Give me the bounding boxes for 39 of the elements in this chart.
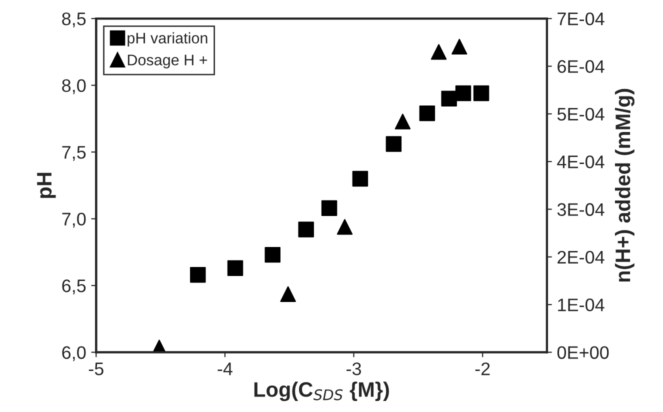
x-tick-label: -4 (218, 362, 232, 376)
x-axis-title: Log(C$_{SDS}$ {M}) (254, 382, 389, 402)
x-tick-label: -2 (475, 362, 490, 376)
point (430, 44, 447, 60)
y2-tick-label: 5E-04 (557, 108, 604, 121)
point (280, 286, 296, 302)
legend-label: pH variation (128, 32, 208, 47)
point (386, 136, 402, 152)
y-tick-label: 6,5 (62, 279, 86, 294)
point (264, 246, 280, 263)
point (419, 105, 436, 122)
point (441, 90, 457, 106)
point (227, 260, 244, 276)
y-tick-label: 6,0 (62, 346, 86, 362)
point (336, 219, 353, 235)
x-tick-label: -5 (88, 362, 104, 376)
y-tick-label: 7,5 (62, 146, 86, 161)
y2-tick-label: 0E+00 (557, 346, 609, 359)
y2-tick-label: 1E-04 (558, 298, 604, 312)
point (190, 266, 206, 283)
point (352, 170, 368, 187)
y2-tick-label: 4E-04 (557, 155, 604, 168)
point (452, 38, 468, 55)
x-tick-label: -3 (346, 362, 361, 376)
y-tick-label: 8,0 (62, 79, 86, 94)
point (298, 222, 314, 238)
y-tick-label: 7,0 (62, 212, 86, 228)
y2-tick-label: 7E-04 (558, 12, 604, 26)
point (394, 114, 411, 130)
y2-tick-label: 3E-04 (557, 203, 604, 216)
point (473, 85, 490, 102)
legend-label: Dosage H + (128, 54, 208, 68)
y2-tick-label: 2E-04 (558, 250, 604, 264)
point (321, 200, 338, 216)
y-tick-label: 8,5 (62, 12, 86, 28)
y-axis-title: pH (37, 172, 56, 198)
y2-tick-label: 6E-04 (558, 60, 604, 73)
point (455, 85, 472, 102)
y2-axis-title: n(H+) added (mM/g) (614, 88, 634, 282)
